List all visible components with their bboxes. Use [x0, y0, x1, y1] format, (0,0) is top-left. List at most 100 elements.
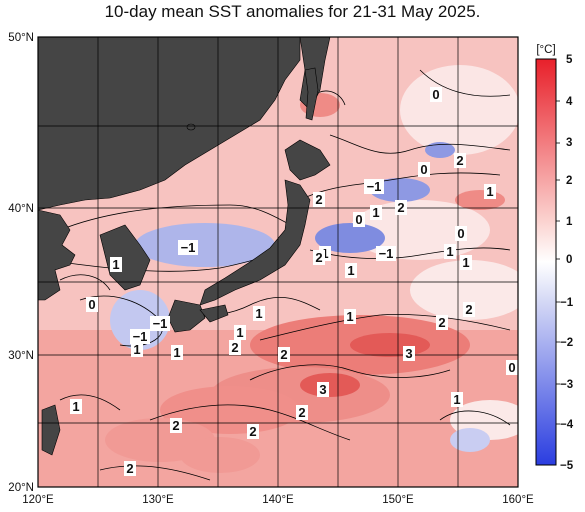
svg-text:0: 0	[355, 212, 362, 227]
svg-text:0: 0	[457, 226, 464, 241]
colorbar-tick: −3	[560, 379, 573, 391]
contour-label: 2	[463, 302, 475, 317]
contour-label: 2	[229, 340, 241, 355]
svg-text:−1: −1	[153, 316, 168, 331]
lat-label: 40°N	[8, 203, 34, 215]
land-masses	[37, 36, 331, 456]
svg-text:−1: −1	[367, 179, 382, 194]
svg-text:2: 2	[456, 153, 463, 168]
svg-text:−1: −1	[133, 329, 148, 344]
svg-text:−1: −1	[181, 240, 196, 255]
contour-label: 0	[506, 360, 518, 375]
contour-label: 1	[70, 399, 82, 414]
contour-label: 3	[317, 382, 329, 397]
contour-label: −1	[178, 240, 198, 255]
contour-labels: 0 2 1 −1 2 1 0 2 −1 1 1 0 −1 2 1 0 1 2 1…	[70, 87, 518, 476]
contour-label: 1	[451, 392, 463, 407]
svg-text:2: 2	[280, 347, 287, 362]
contour-label: −1	[376, 246, 396, 261]
contour-label: −1	[150, 316, 170, 331]
contour-label: 1	[444, 244, 456, 259]
colorbar-tick: −1	[560, 297, 574, 309]
svg-text:1: 1	[372, 205, 379, 220]
colorbar-gradient	[535, 58, 557, 466]
contour-label: −1	[364, 179, 384, 194]
contour-label: 0	[430, 87, 442, 102]
svg-text:1: 1	[486, 184, 493, 199]
colorbar-tick: −5	[560, 460, 574, 472]
contour-label: 0	[418, 162, 430, 177]
contour-label: 2	[170, 418, 182, 433]
contour-label: 1	[460, 255, 472, 270]
svg-text:2: 2	[465, 302, 472, 317]
contour-label: 0	[353, 212, 365, 227]
contour-label: 2	[278, 347, 290, 362]
colorbar-unit: [°C]	[536, 44, 555, 56]
contour-label: 1	[110, 257, 122, 272]
svg-text:1: 1	[462, 255, 469, 270]
svg-text:3: 3	[405, 346, 412, 361]
svg-text:2: 2	[438, 315, 445, 330]
lon-label: 130°E	[142, 494, 174, 506]
svg-text:1: 1	[446, 244, 453, 259]
colorbar-tick: 2	[566, 175, 572, 187]
contour-label: 0	[86, 297, 98, 312]
contour-label: 2	[296, 405, 308, 420]
svg-text:2: 2	[126, 461, 133, 476]
contour-label: 0	[455, 226, 467, 241]
colorbar-tick: 4	[566, 96, 573, 108]
contour-label: 1	[344, 309, 356, 324]
svg-text:0: 0	[420, 162, 427, 177]
map-title: 10-day mean SST anomalies for 21-31 May …	[104, 2, 481, 21]
contour-label: 1	[234, 325, 246, 340]
contour-label: 2	[454, 153, 466, 168]
svg-text:2: 2	[315, 250, 322, 265]
svg-text:0: 0	[432, 87, 439, 102]
lon-label: 150°E	[382, 494, 414, 506]
colorbar-tick: 1	[566, 216, 573, 228]
map-frame	[37, 36, 519, 488]
svg-text:1: 1	[347, 263, 354, 278]
svg-text:0: 0	[508, 360, 515, 375]
svg-text:1: 1	[72, 399, 79, 414]
lat-label: 30°N	[8, 350, 34, 362]
colorbar-tick: −4	[560, 419, 574, 431]
longitude-labels: 120°E 130°E 140°E 150°E 160°E	[22, 494, 534, 506]
contour-label: −1	[130, 329, 150, 344]
latitude-labels: 20°N 30°N 40°N 50°N	[8, 32, 34, 494]
svg-text:1: 1	[236, 325, 243, 340]
contour-label: 2	[313, 192, 325, 207]
svg-text:1: 1	[346, 309, 353, 324]
svg-text:3: 3	[319, 382, 326, 397]
svg-text:2: 2	[231, 340, 238, 355]
svg-text:2: 2	[315, 192, 322, 207]
svg-text:1: 1	[133, 342, 140, 357]
contour-label: 1	[253, 306, 265, 321]
contour-label: 2	[247, 424, 259, 439]
contour-label: 1	[131, 342, 143, 357]
svg-text:2: 2	[298, 405, 305, 420]
svg-text:2: 2	[172, 418, 179, 433]
svg-text:1: 1	[453, 392, 460, 407]
colorbar: [°C] 5 4 3 2 1 0 −1 −2 −3 −4 −5	[535, 44, 574, 472]
svg-text:1: 1	[112, 257, 119, 272]
contour-label: 1	[345, 263, 357, 278]
contour-label: 1	[484, 184, 496, 199]
svg-text:1: 1	[173, 345, 180, 360]
svg-text:2: 2	[249, 424, 256, 439]
lon-label: 140°E	[262, 494, 294, 506]
contour-label: 2	[436, 315, 448, 330]
svg-text:2: 2	[397, 200, 404, 215]
contour-label: 2	[313, 250, 325, 265]
colorbar-tick: 3	[566, 137, 572, 149]
lon-label: 120°E	[22, 494, 54, 506]
lat-label: 50°N	[8, 32, 34, 44]
lon-label: 160°E	[502, 494, 534, 506]
lat-label: 20°N	[8, 482, 34, 494]
contour-label: 3	[403, 346, 415, 361]
lat-lon-grid	[38, 37, 518, 487]
svg-text:0: 0	[88, 297, 95, 312]
contour-label: 1	[171, 345, 183, 360]
colorbar-tick: 0	[566, 254, 572, 266]
